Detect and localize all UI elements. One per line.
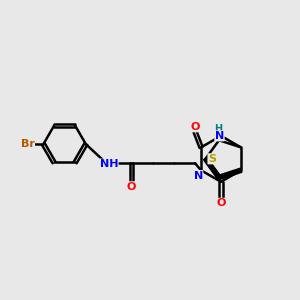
- Text: N: N: [215, 131, 224, 141]
- Text: O: O: [190, 122, 200, 132]
- Text: O: O: [127, 182, 136, 192]
- Text: Br: Br: [21, 139, 34, 149]
- Text: O: O: [216, 198, 226, 208]
- Text: N: N: [194, 171, 203, 181]
- Text: S: S: [208, 154, 216, 164]
- Text: NH: NH: [100, 159, 118, 169]
- Text: H: H: [214, 124, 222, 134]
